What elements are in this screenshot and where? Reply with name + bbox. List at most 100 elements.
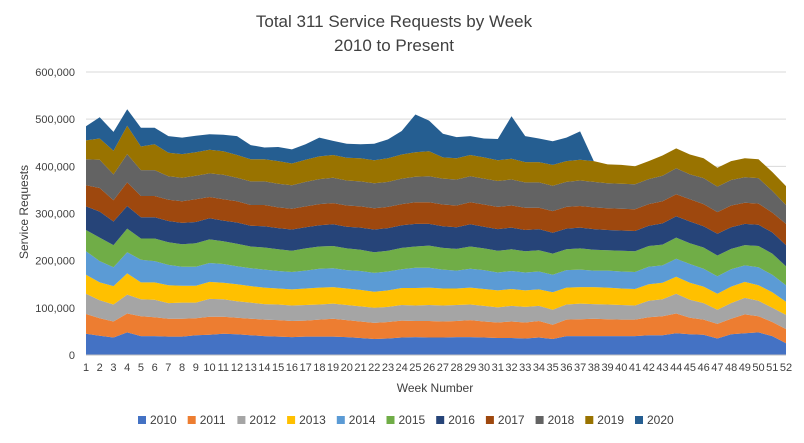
legend-swatch-2014 [336,416,345,424]
area-series-2016 [86,206,786,267]
x-tick-label: 17 [299,362,311,374]
legend-label-2018: 2018 [548,413,575,427]
chart-title: Total 311 Service Requests by Week [256,12,533,31]
x-tick-label: 15 [272,362,284,374]
area-series-2012 [86,293,786,330]
x-tick-label: 51 [766,362,778,374]
x-tick-label: 36 [560,362,572,374]
x-tick-label: 20 [341,362,353,374]
x-tick-label: 13 [245,362,257,374]
legend-label-2011: 2011 [200,413,226,427]
legend-label-2017: 2017 [498,413,525,427]
x-tick-label: 14 [258,362,270,374]
x-tick-label: 28 [450,362,462,374]
area-series-2018 [86,154,786,224]
x-tick-label: 43 [656,362,668,374]
x-axis: 1 2 3 4 5 6 7 8 9 10 11 12 13 14 15 16 17 18 19 20 21 22 23 24 2… [83,354,792,374]
x-tick-label: 8 [179,362,185,374]
legend-swatch-2016 [436,416,445,424]
plot-area [86,109,786,355]
x-tick-label: 35 [547,362,559,374]
x-axis-label: Week Number [397,381,473,395]
x-tick-label: 27 [437,362,449,374]
x-tick-label: 16 [286,362,298,374]
x-tick-label: 22 [368,362,380,374]
x-tick-label: 32 [505,362,517,374]
y-tick-label: 600,000 [35,67,75,79]
legend-label-2010: 2010 [150,413,177,427]
x-tick-label: 19 [327,362,339,374]
legend: 2010 2011 2012 2013 2014 2015 2016 2017 2018 2019… [138,413,674,427]
legend-label-2020: 2020 [647,413,674,427]
y-tick-label: 300,000 [35,209,75,221]
chart-subtitle: 2010 to Present [334,36,454,55]
x-tick-label: 21 [354,362,366,374]
x-tick-label: 30 [478,362,490,374]
y-tick-label: 100,000 [35,303,75,315]
x-tick-label: 52 [780,362,792,374]
x-tick-label: 31 [492,362,504,374]
x-tick-label: 44 [670,362,682,374]
legend-label-2014: 2014 [349,413,376,427]
y-tick-label: 200,000 [35,256,75,268]
area-series-2014 [86,251,786,302]
x-tick-label: 3 [110,362,116,374]
x-tick-label: 37 [574,362,586,374]
legend-label-2015: 2015 [399,413,426,427]
legend-swatch-2013 [287,416,296,424]
x-tick-label: 50 [752,362,764,374]
x-tick-label: 11 [218,362,229,374]
legend-label-2019: 2019 [597,413,624,427]
x-tick-label: 5 [138,362,144,374]
legend-swatch-2017 [485,416,494,424]
x-tick-label: 6 [152,362,158,374]
x-tick-label: 24 [396,362,408,374]
y-tick-label: 400,000 [35,161,75,173]
area-series-2010 [86,332,786,355]
x-tick-label: 46 [698,362,710,374]
y-axis-label: Service Requests [17,165,31,259]
y-axis: 0 100,000 200,000 300,000 400,000 500,000 600,… [35,67,75,362]
x-tick-label: 48 [725,362,737,374]
x-tick-label: 2 [97,362,103,374]
legend-swatch-2019 [585,416,594,424]
area-series-2019 [86,125,786,205]
x-tick-label: 29 [464,362,476,374]
area-series-2015 [86,228,786,286]
x-tick-label: 41 [629,362,641,374]
x-tick-label: 42 [643,362,655,374]
x-tick-label: 9 [193,362,199,374]
legend-swatch-2010 [138,416,146,424]
x-tick-label: 10 [203,362,215,374]
legend-label-2013: 2013 [299,413,326,427]
area-series-2011 [86,313,786,344]
x-tick-label: 34 [533,362,545,374]
y-tick-label: 500,000 [35,114,75,126]
x-tick-label: 1 [83,362,89,374]
x-tick-label: 12 [231,362,243,374]
x-tick-label: 45 [684,362,696,374]
x-tick-label: 4 [124,362,130,374]
area-series-2020 [86,109,786,187]
x-tick-label: 40 [615,362,627,374]
legend-swatch-2018 [535,416,544,424]
x-tick-label: 23 [382,362,394,374]
legend-swatch-2015 [386,416,395,424]
area-series-2013 [86,273,786,315]
legend-label-2016: 2016 [448,413,475,427]
x-tick-label: 47 [711,362,723,374]
x-tick-label: 26 [423,362,435,374]
legend-swatch-2011 [187,416,196,424]
x-tick-label: 7 [165,362,171,374]
x-tick-label: 38 [588,362,600,374]
legend-label-2012: 2012 [249,413,276,427]
legend-swatch-2012 [237,416,246,424]
x-tick-label: 33 [519,362,531,374]
area-series-2017 [86,182,786,246]
x-tick-label: 25 [409,362,421,374]
x-tick-label: 49 [739,362,751,374]
x-tick-label: 39 [601,362,613,374]
y-tick-label: 0 [69,350,75,362]
x-tick-label: 18 [313,362,325,374]
